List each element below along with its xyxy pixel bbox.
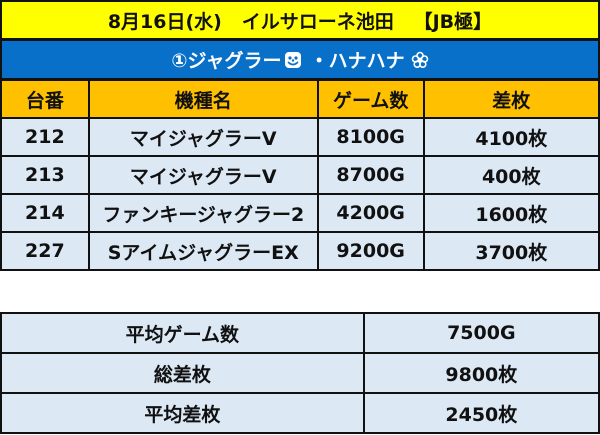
summary-value: 2450枚	[362, 392, 600, 434]
store-name: イルサローネ池田	[241, 10, 394, 33]
title-bar: 8月16日(水) イルサローネ池田 【JB極】	[0, 0, 600, 40]
machine-number: 212	[0, 117, 90, 157]
summary-row-avg-diff: 平均差枚 2450枚	[0, 392, 600, 434]
machine-number: 214	[0, 193, 90, 233]
machine-name: ファンキージャグラー2	[87, 193, 319, 233]
summary-label: 平均差枚	[0, 392, 365, 434]
game-count: 4200G	[316, 193, 425, 233]
date-label: 8月16日(水)	[107, 10, 222, 33]
coin-diff: 400枚	[422, 155, 600, 195]
coin-diff: 3700枚	[422, 231, 600, 271]
machine-name: SアイムジャグラーEX	[87, 231, 319, 271]
summary-value: 9800枚	[362, 352, 600, 394]
machine-name: マイジャグラーV	[87, 117, 319, 157]
clown-face-icon	[284, 51, 302, 69]
table-row: 214 ファンキージャグラー2 4200G 1600枚	[0, 193, 600, 233]
store-tag: 【JB極】	[413, 10, 493, 33]
category-bar: ①ジャグラー ・ハナハナ	[0, 39, 600, 80]
game-count: 8700G	[316, 155, 425, 195]
summary-table: 平均ゲーム数 7500G 総差枚 9800枚 平均差枚 2450枚	[0, 312, 600, 434]
coin-diff: 4100枚	[422, 117, 600, 157]
category-separator: ・ハナハナ	[309, 50, 405, 72]
summary-value: 7500G	[362, 312, 600, 354]
machine-number: 227	[0, 231, 90, 271]
hibiscus-flower-icon	[411, 51, 429, 69]
table-row: 227 SアイムジャグラーEX 9200G 3700枚	[0, 231, 600, 271]
table-header-row: 台番 機種名 ゲーム数 差枚	[0, 79, 600, 119]
summary-label: 総差枚	[0, 352, 365, 394]
table-row: 213 マイジャグラーV 8700G 400枚	[0, 155, 600, 195]
summary-row-total-diff: 総差枚 9800枚	[0, 352, 600, 394]
machine-number: 213	[0, 155, 90, 195]
coin-diff: 1600枚	[422, 193, 600, 233]
game-count: 9200G	[316, 231, 425, 271]
summary-label: 平均ゲーム数	[0, 312, 365, 354]
spacer	[222, 9, 242, 31]
spacer	[394, 9, 414, 31]
header-diff: 差枚	[422, 79, 600, 119]
machine-results-table: 台番 機種名 ゲーム数 差枚 212 マイジャグラーV 8100G 4100枚 …	[0, 79, 600, 271]
table-row: 212 マイジャグラーV 8100G 4100枚	[0, 117, 600, 157]
header-number: 台番	[0, 79, 90, 119]
header-games: ゲーム数	[316, 79, 425, 119]
category-label: ①ジャグラー	[171, 50, 282, 72]
game-count: 8100G	[316, 117, 425, 157]
header-machine: 機種名	[87, 79, 319, 119]
summary-row-avg-games: 平均ゲーム数 7500G	[0, 312, 600, 354]
machine-name: マイジャグラーV	[87, 155, 319, 195]
